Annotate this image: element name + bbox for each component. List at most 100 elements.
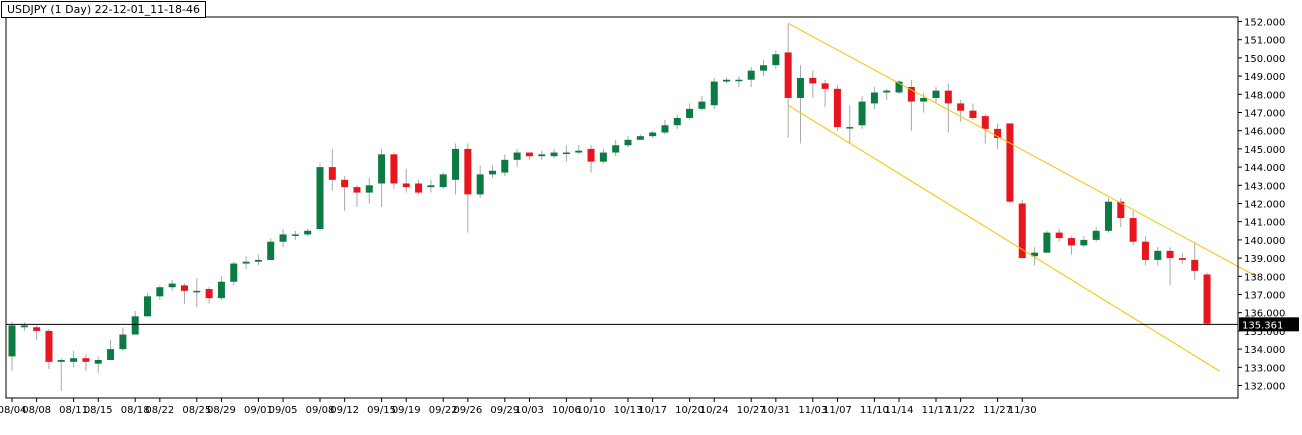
- candle-body: [1006, 123, 1014, 202]
- candle-body: [796, 77, 804, 98]
- candle-body: [476, 174, 484, 195]
- x-tick-label: 10/03: [515, 405, 544, 416]
- x-tick-label: 10/31: [761, 405, 790, 416]
- x-tick-label: 09/22: [429, 405, 458, 416]
- channel-upper-line: [787, 22, 1257, 277]
- y-tick-label: 150.000: [1244, 54, 1285, 65]
- candle-body: [1018, 203, 1026, 259]
- x-tick-label: 09/08: [306, 405, 335, 416]
- candle-body: [969, 110, 977, 118]
- candle-body: [833, 88, 841, 128]
- candle-body: [304, 230, 312, 235]
- candle-body: [291, 234, 299, 236]
- candle-body: [488, 170, 496, 175]
- x-tick-label: 09/05: [269, 405, 298, 416]
- candle-body: [612, 145, 620, 153]
- y-tick-label: 133.000: [1244, 363, 1285, 374]
- last-price-label: 135.361: [1242, 320, 1283, 331]
- candle-body: [920, 97, 928, 102]
- y-tick-label: 134.000: [1244, 345, 1285, 356]
- y-tick-label: 151.000: [1244, 36, 1285, 47]
- x-tick-label: 08/15: [84, 405, 113, 416]
- candle-body: [907, 87, 915, 102]
- candle-body: [464, 148, 472, 195]
- candle-body: [365, 185, 373, 193]
- y-tick-label: 140.000: [1244, 236, 1285, 247]
- y-tick-label: 146.000: [1244, 127, 1285, 138]
- candle-body: [131, 316, 139, 335]
- candle-body: [70, 358, 78, 362]
- x-tick-label: 09/19: [392, 405, 421, 416]
- candle-body: [525, 152, 533, 157]
- candle-body: [932, 90, 940, 98]
- candle-body: [390, 154, 398, 184]
- x-tick-label: 09/01: [244, 405, 273, 416]
- candle-body: [1068, 238, 1076, 246]
- candle-body: [439, 174, 447, 188]
- x-tick-label: 10/20: [675, 405, 704, 416]
- candle-body: [895, 81, 903, 93]
- candle-body: [772, 54, 780, 66]
- candle-body: [957, 103, 965, 111]
- candle-body: [328, 167, 336, 180]
- candle-body: [1043, 232, 1051, 253]
- x-tick-label: 09/26: [453, 405, 482, 416]
- x-tick-label: 11/07: [823, 405, 852, 416]
- candle-body: [1154, 250, 1162, 260]
- candle-body: [279, 234, 287, 242]
- x-tick-label: 11/03: [798, 405, 827, 416]
- candle-body: [45, 330, 53, 362]
- candle-body: [1166, 250, 1174, 259]
- candle-body: [1080, 239, 1088, 246]
- candle-body: [661, 125, 669, 133]
- candle-body: [119, 334, 127, 350]
- x-tick-label: 08/25: [182, 405, 211, 416]
- candle-body: [57, 360, 65, 362]
- x-tick-label: 10/27: [737, 405, 766, 416]
- y-tick-label: 145.000: [1244, 145, 1285, 156]
- candle-body: [747, 70, 755, 80]
- candle-body: [33, 327, 41, 331]
- candle-body: [107, 349, 115, 361]
- candle-body: [230, 263, 238, 282]
- candle-body: [402, 183, 410, 188]
- y-tick-label: 142.000: [1244, 200, 1285, 211]
- candle-body: [144, 296, 152, 317]
- candle-body: [205, 289, 213, 299]
- y-tick-label: 148.000: [1244, 90, 1285, 101]
- candle-body: [353, 187, 361, 193]
- candle-body: [846, 127, 854, 129]
- candle-body: [575, 150, 583, 153]
- y-tick-label: 132.000: [1244, 382, 1285, 393]
- candle-body: [316, 167, 324, 229]
- x-tick-label: 08/22: [145, 405, 174, 416]
- x-tick-label: 08/29: [207, 405, 236, 416]
- candle-body: [1117, 201, 1125, 219]
- x-tick-label: 10/13: [614, 405, 643, 416]
- candle-body: [427, 185, 435, 188]
- candle-body: [452, 148, 460, 180]
- x-tick-label: 10/10: [577, 405, 606, 416]
- candle-body: [1031, 252, 1039, 257]
- candle-body: [1129, 218, 1137, 242]
- candle-body: [8, 325, 16, 357]
- y-tick-label: 139.000: [1244, 254, 1285, 265]
- candle-body: [673, 117, 681, 126]
- candle-body: [562, 152, 570, 155]
- candle-body: [1092, 230, 1100, 240]
- y-tick-label: 136.000: [1244, 309, 1285, 320]
- candle-body: [538, 154, 546, 157]
- candle-body: [254, 259, 262, 262]
- candle-body: [636, 136, 644, 140]
- candle-body: [1203, 274, 1211, 324]
- x-tick-label: 09/29: [490, 405, 519, 416]
- candle-body: [415, 183, 423, 193]
- candle-body: [649, 132, 657, 137]
- x-tick-label: 08/11: [59, 405, 88, 416]
- candle-body: [193, 290, 201, 293]
- candle-body: [710, 81, 718, 106]
- x-tick-label: 11/14: [885, 405, 914, 416]
- chart-title: USDJPY (1 Day) 22-12-01_11-18-46: [1, 1, 207, 18]
- candle-body: [513, 152, 521, 160]
